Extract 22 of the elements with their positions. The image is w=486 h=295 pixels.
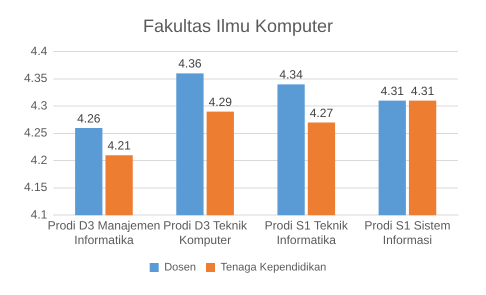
y-tick-label: 4.2 <box>30 152 48 167</box>
data-label: 4.29 <box>208 94 232 109</box>
y-tick-label: 4.4 <box>30 44 48 58</box>
data-label: 4.26 <box>77 111 101 126</box>
x-tick-label: Prodi S1 Sistem Informasi <box>364 218 450 248</box>
y-tick-label: 4.15 <box>24 180 48 194</box>
data-label: 4.36 <box>178 56 202 71</box>
y-tick-label: 4.25 <box>24 126 48 140</box>
x-tick-label: Prodi D3 Teknik Komputer <box>163 218 248 248</box>
data-label: 4.31 <box>380 84 404 98</box>
x-tick-label: Prodi S1 Teknik Informatika <box>264 218 349 248</box>
chart-title: Fakultas Ilmu Komputer <box>142 16 334 36</box>
y-tick-label: 4.35 <box>24 71 48 86</box>
data-label: 4.21 <box>107 138 132 153</box>
legend-label: Tenaga Kependidikan <box>220 262 326 274</box>
data-label: 4.31 <box>410 84 435 98</box>
y-tick-label: 4.3 <box>30 98 48 112</box>
x-tick-label: Prodi D3 Manajemen Informatika <box>48 218 160 248</box>
data-label: 4.34 <box>279 68 304 82</box>
data-label: 4.27 <box>310 106 334 120</box>
legend-label: Dosen <box>164 262 196 274</box>
y-tick-label: 4.1 <box>30 208 48 222</box>
